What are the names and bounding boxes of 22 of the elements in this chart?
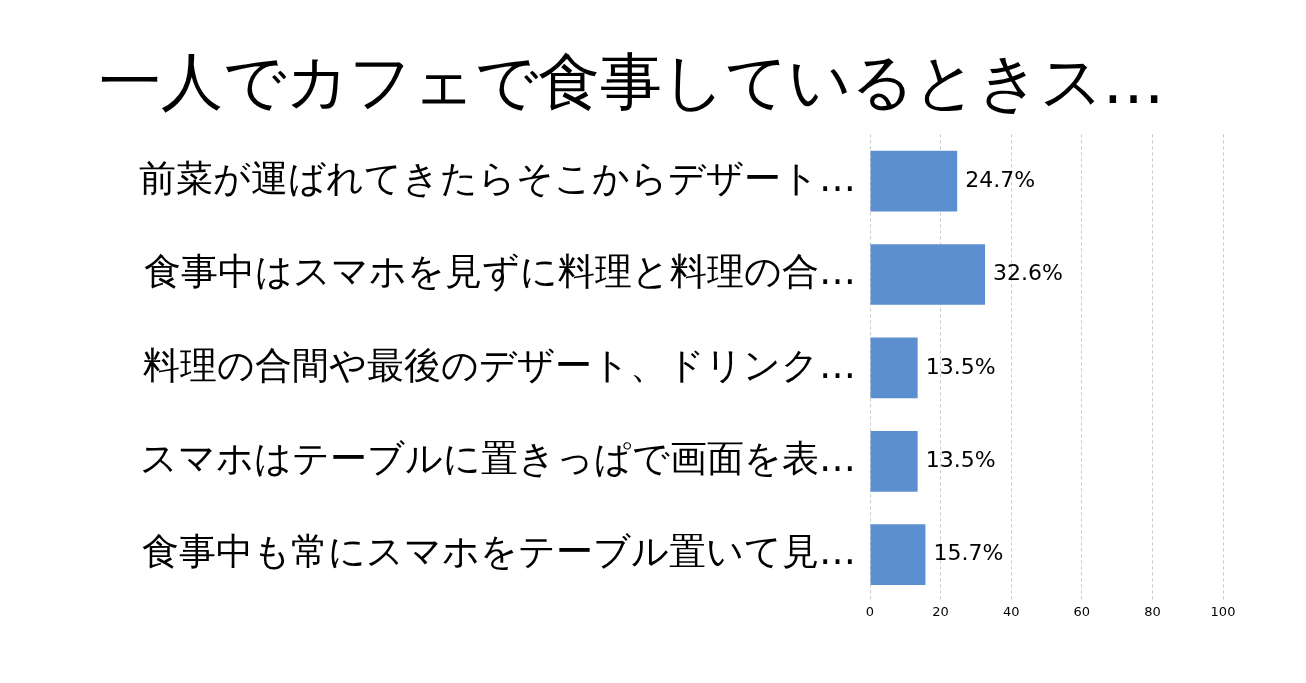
bar	[870, 337, 918, 399]
y-tick-label: スマホはテーブルに置きっぱで画面を表…	[140, 436, 856, 480]
y-tick-label: 料理の合間や最後のデザート、ドリンク…	[143, 343, 856, 387]
x-tick-label: 100	[1210, 603, 1236, 619]
y-tick-label: 前菜が運ばれてきたらそこからデザート…	[139, 156, 856, 200]
data-label: 15.7%	[933, 540, 1004, 566]
y-tick-label: 食事中はスマホを見ずに料理と料理の合…	[144, 250, 856, 294]
bar	[870, 524, 926, 586]
bar	[870, 430, 918, 492]
x-tick-label: 0	[865, 603, 875, 619]
bar	[870, 150, 958, 212]
x-tick-label: 80	[1144, 603, 1161, 619]
data-label: 24.7%	[965, 166, 1036, 192]
x-tick-label: 20	[932, 603, 949, 619]
data-label: 13.5%	[925, 447, 996, 473]
x-tick-label: 40	[1002, 603, 1020, 619]
y-tick-label: 食事中も常にスマホをテーブル置いて見…	[142, 530, 856, 574]
chart-title: 一人でカフェで食事しているときス…	[98, 45, 1165, 119]
bar	[870, 244, 986, 305]
data-label: 32.6%	[993, 260, 1063, 286]
x-tick-label: 60	[1073, 603, 1091, 619]
data-label: 13.5%	[925, 353, 996, 379]
